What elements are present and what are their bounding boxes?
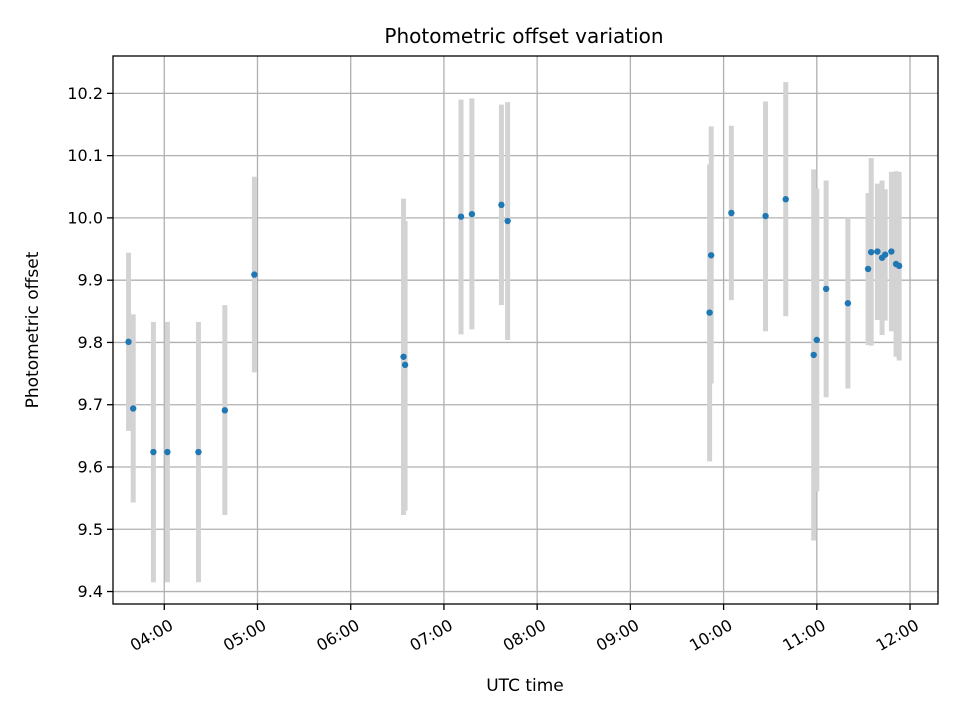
- grid: [113, 56, 938, 604]
- y-tick-label: 9.6: [78, 458, 103, 477]
- data-point: [401, 361, 409, 369]
- data-point: [822, 285, 830, 293]
- data-point: [195, 448, 202, 456]
- data-point: [867, 248, 875, 256]
- data-points: [125, 196, 903, 456]
- data-point: [844, 300, 852, 307]
- data-point: [706, 309, 713, 316]
- data-point: [881, 251, 889, 258]
- data-point: [895, 262, 903, 270]
- data-point: [813, 336, 821, 344]
- x-axis-label: UTC time: [486, 676, 564, 696]
- y-tick-label: 9.8: [78, 333, 103, 352]
- data-point: [810, 351, 817, 359]
- data-point: [874, 248, 881, 255]
- data-point: [125, 338, 132, 346]
- data-point: [707, 252, 715, 259]
- data-point: [762, 212, 769, 220]
- y-tick-label: 10.1: [67, 146, 103, 165]
- data-point: [864, 265, 872, 273]
- y-tick-label: 10.0: [67, 208, 103, 227]
- y-tick-label: 9.4: [78, 582, 103, 601]
- plot-frame: [112, 55, 939, 605]
- data-point: [468, 210, 476, 218]
- data-point: [888, 248, 895, 255]
- data-point: [504, 217, 511, 225]
- data-point: [457, 213, 465, 220]
- data-point: [164, 448, 171, 456]
- data-point: [150, 448, 157, 456]
- y-tick-label: 9.5: [78, 520, 103, 539]
- chart-title: Photometric offset variation: [384, 24, 663, 48]
- data-point: [400, 353, 407, 360]
- data-point: [129, 405, 137, 412]
- data-point: [782, 196, 789, 203]
- y-axis-ticks: 9.4 9.5 9.6 9.7 9.8 9.9 10.0 10.1 10.2: [67, 84, 113, 601]
- data-point: [221, 407, 229, 414]
- y-tick-label: 9.7: [78, 395, 103, 414]
- data-point: [498, 201, 505, 209]
- data-point: [251, 271, 258, 278]
- data-point: [728, 209, 735, 217]
- y-axis-label: Photometric offset: [23, 251, 43, 408]
- y-tick-label: 9.9: [78, 271, 103, 290]
- y-tick-label: 10.2: [67, 84, 103, 103]
